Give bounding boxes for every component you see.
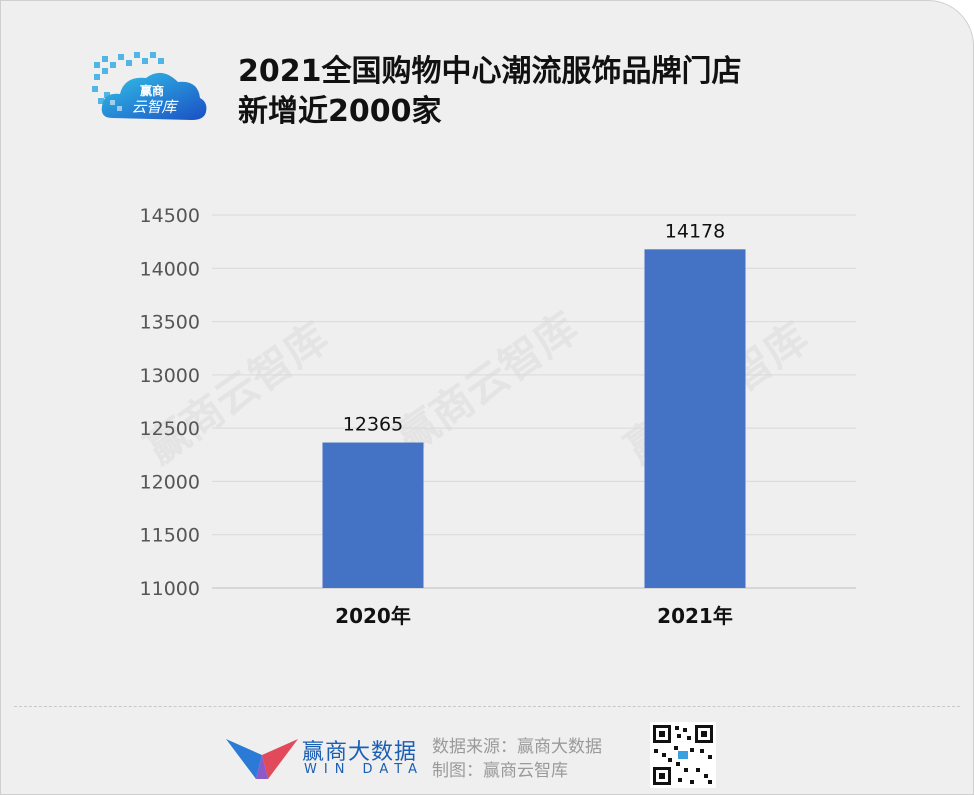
footer-brand-cn: 赢商大数据 [302, 740, 418, 765]
qr-code-icon[interactable] [650, 722, 716, 788]
data-label: 14178 [665, 220, 725, 242]
data-label: 12365 [343, 414, 403, 436]
data-source-text: 数据来源：赢商大数据 [432, 737, 602, 757]
cloud-logo-icon: 赢商 云智库 [92, 52, 207, 120]
y-tick-label: 13500 [140, 312, 200, 334]
logo-text-top: 赢商 [140, 83, 164, 98]
footer-brand-en: WIN DATA [304, 762, 425, 777]
x-category-label: 2020年 [335, 604, 411, 628]
logo-text-bottom: 云智库 [131, 98, 179, 116]
page-title: 2021全国购物中心潮流服饰品牌门店 新增近2000家 [238, 52, 742, 132]
y-tick-label: 11000 [140, 578, 200, 600]
title-line-1: 2021全国购物中心潮流服饰品牌门店 [238, 54, 742, 89]
y-tick-label: 12500 [140, 418, 200, 440]
bar[interactable] [322, 442, 424, 588]
title-line-2: 新增近2000家 [238, 94, 442, 129]
x-category-label: 2021年 [657, 604, 733, 628]
bar[interactable] [644, 249, 746, 589]
footer-source: 数据来源：赢商大数据 制图：赢商云智库 [432, 735, 602, 783]
y-tick-label: 14500 [140, 205, 200, 227]
win-data-logo-icon [226, 739, 298, 779]
y-tick-label: 12000 [140, 471, 200, 493]
made-by-text: 制图：赢商云智库 [432, 761, 568, 781]
y-tick-label: 11500 [140, 525, 200, 547]
y-tick-label: 14000 [140, 258, 200, 280]
footer-divider [14, 706, 960, 707]
y-tick-label: 13000 [140, 365, 200, 387]
bar-chart: 11000 11500 12000 12500 13000 13500 14000 14500… [140, 205, 856, 628]
